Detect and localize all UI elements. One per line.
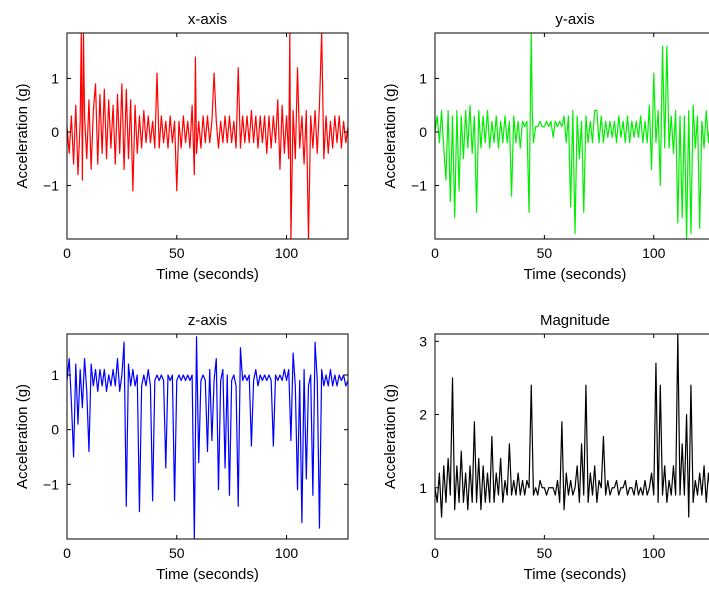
x-tick-label: 100 [642,545,666,561]
x-tick-label: 50 [169,545,185,561]
y-axis-label: Acceleration (g) [382,384,399,489]
chart-y-axis: 0 50 100 −1 0 1 y-axis Time (seconds) Accelerati… [382,11,709,283]
chart-magnitude: 0 50 100 1 2 3 Magnitude Time (seconds) Accelera… [382,312,709,583]
y-axis-label: Acceleration (g) [14,384,31,489]
x-axis-label: Time (seconds) [524,566,627,583]
y-tick-label: 1 [419,70,427,86]
x-tick-label: 50 [537,245,553,261]
series-line-magnitude [435,334,709,518]
x-tick-label: 0 [63,545,71,561]
y-tick-label: 0 [51,422,59,438]
chart-title: Magnitude [540,312,610,329]
x-axis-label: Time (seconds) [156,266,259,283]
y-tick-label: 2 [419,407,427,423]
x-tick-label: 100 [642,245,666,261]
y-tick-label: 1 [51,70,59,86]
chart-title: x-axis [188,11,227,28]
y-axis-label: Acceleration (g) [14,83,31,188]
series-line-x-axis [67,33,348,239]
y-tick-label: 1 [51,367,59,383]
axes-box [66,333,349,540]
y-tick-label: 1 [419,480,427,496]
y-tick-label: −1 [411,177,427,193]
plot-area [435,334,709,539]
x-axis-label: Time (seconds) [524,266,627,283]
x-tick-label: 50 [537,545,553,561]
x-tick-label: 0 [431,245,439,261]
y-tick-label: −1 [43,476,59,492]
y-tick-label: −1 [43,177,59,193]
series-line-z-axis [67,336,348,539]
x-tick-label: 100 [275,245,299,261]
chart-title: y-axis [555,11,594,28]
plot-area [67,33,348,239]
series-line-y-axis [435,33,709,239]
chart-x-axis: 0 50 100 −1 0 1 x-axis Time (seconds) Accelerati… [14,11,349,283]
x-tick-label: 50 [169,245,185,261]
x-tick-label: 0 [63,245,71,261]
x-tick-label: 0 [431,545,439,561]
axes-box [66,32,349,240]
y-tick-label: 0 [419,124,427,140]
chart-z-axis: 0 50 100 −1 0 1 z-axis Time (seconds) Accelerati… [14,312,349,583]
axes-box [434,32,709,240]
chart-title: z-axis [188,312,227,329]
y-axis-label: Acceleration (g) [382,83,399,188]
y-tick-label: 0 [51,124,59,140]
y-tick-label: 3 [419,333,427,349]
axes-box [434,333,709,540]
x-axis-label: Time (seconds) [156,566,259,583]
x-tick-label: 100 [275,545,299,561]
